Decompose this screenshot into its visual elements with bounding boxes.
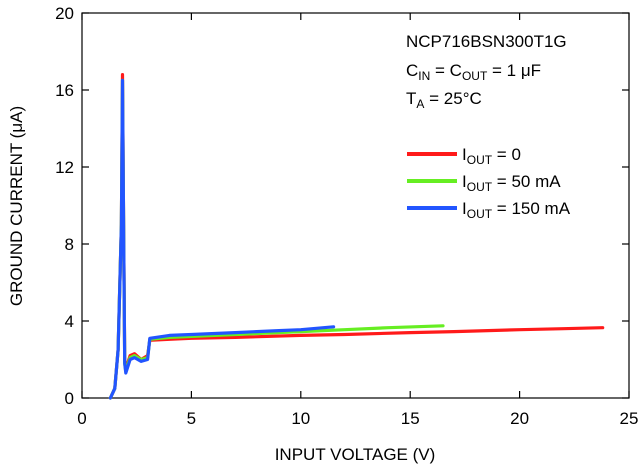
x-tick-label: 15 (401, 409, 420, 428)
x-tick-label: 20 (510, 409, 529, 428)
temperature-annotation: TA = 25°C (406, 89, 482, 111)
series-line-iout-50ma (108, 78, 445, 400)
series-line-iout-0 (108, 72, 605, 400)
plot-frame (81, 12, 630, 399)
x-tick-label: 0 (77, 409, 86, 428)
y-tick-label: 8 (65, 235, 74, 254)
y-tick-label: 16 (55, 81, 74, 100)
y-axis-label: GROUND CURRENT (μA) (7, 106, 26, 306)
x-axis-label: INPUT VOLTAGE (V) (275, 445, 436, 464)
series-layer (108, 72, 605, 400)
x-tick-label: 5 (187, 409, 196, 428)
y-tick-label: 20 (55, 4, 74, 23)
part-number-annotation: NCP716BSN300T1G (406, 32, 567, 51)
x-tick-label: 10 (291, 409, 310, 428)
legend-label-iout-50ma: IOUT = 50 mA (462, 172, 561, 194)
legend: IOUT = 0 IOUT = 50 mA IOUT = 150 mA (407, 145, 571, 221)
axis-ticks: 0 5 10 15 20 25 0 4 8 12 16 20 (55, 4, 638, 428)
x-tick-label: 25 (620, 409, 639, 428)
legend-label-iout-150ma: IOUT = 150 mA (462, 199, 571, 221)
series-line-iout-150ma (108, 78, 336, 400)
y-tick-label: 4 (65, 312, 74, 331)
legend-label-iout-0: IOUT = 0 (462, 145, 521, 167)
y-tick-label: 0 (65, 389, 74, 408)
capacitance-annotation: CIN = COUT = 1 μF (406, 61, 541, 83)
y-tick-label: 12 (55, 158, 74, 177)
